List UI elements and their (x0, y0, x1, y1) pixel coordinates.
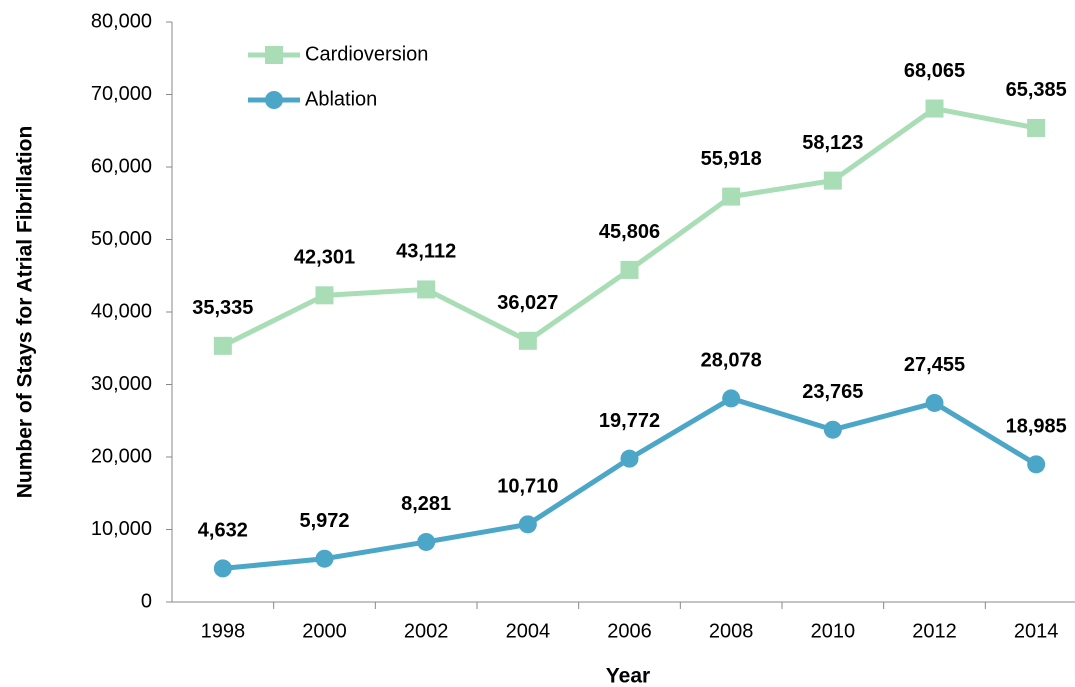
data-label: 18,985 (1006, 416, 1067, 438)
data-label: 42,301 (294, 247, 355, 269)
x-tick-label: 2014 (1014, 620, 1059, 642)
marker (925, 393, 944, 412)
x-tick-label: 2002 (404, 620, 449, 642)
legend-label: Ablation (305, 88, 377, 110)
marker (315, 286, 334, 305)
marker (620, 260, 639, 279)
marker (265, 91, 283, 109)
data-label: 45,806 (599, 221, 660, 243)
y-tick-label: 40,000 (91, 300, 152, 322)
marker (1027, 455, 1046, 474)
legend-label: Cardioversion (305, 43, 428, 65)
y-tick-label: 50,000 (91, 228, 152, 250)
y-tick-label: 30,000 (91, 373, 152, 395)
marker (518, 515, 537, 534)
data-label: 5,972 (299, 510, 349, 532)
marker (518, 331, 537, 350)
data-label: 19,772 (599, 410, 660, 432)
data-label: 28,078 (701, 350, 762, 372)
marker (925, 99, 944, 118)
data-label: 8,281 (401, 493, 451, 515)
data-label: 23,765 (802, 381, 863, 403)
marker (620, 449, 639, 468)
data-label: 4,632 (198, 520, 248, 542)
data-label: 68,065 (904, 60, 965, 82)
marker (417, 532, 436, 551)
marker (722, 187, 741, 206)
marker (1027, 118, 1046, 137)
x-tick-label: 2006 (607, 620, 652, 642)
marker (722, 389, 741, 408)
x-tick-label: 2010 (811, 620, 856, 642)
x-tick-label: 2008 (709, 620, 754, 642)
y-tick-label: 80,000 (91, 10, 152, 32)
data-label: 35,335 (192, 297, 253, 319)
x-tick-label: 2004 (506, 620, 551, 642)
y-tick-label: 60,000 (91, 155, 152, 177)
y-tick-label: 0 (141, 590, 152, 612)
marker (823, 171, 842, 190)
x-tick-label: 2012 (912, 620, 957, 642)
x-tick-label: 2000 (302, 620, 347, 642)
y-tick-label: 20,000 (91, 445, 152, 467)
marker (315, 549, 334, 568)
marker (213, 559, 232, 578)
data-label: 10,710 (497, 476, 558, 498)
data-label: 65,385 (1006, 79, 1067, 101)
y-tick-label: 10,000 (91, 518, 152, 540)
data-label: 55,918 (701, 148, 762, 170)
data-label: 27,455 (904, 354, 965, 376)
data-label: 36,027 (497, 292, 558, 314)
x-tick-label: 1998 (201, 620, 246, 642)
data-label: 43,112 (396, 241, 456, 263)
marker (213, 336, 232, 355)
marker (265, 46, 283, 64)
y-tick-label: 70,000 (91, 83, 152, 105)
marker (823, 420, 842, 439)
marker (417, 280, 436, 299)
data-label: 58,123 (802, 132, 863, 154)
x-axis-label: Year (606, 665, 650, 687)
y-axis-label: Number of Stays for Atrial Fibrillation (14, 126, 37, 499)
